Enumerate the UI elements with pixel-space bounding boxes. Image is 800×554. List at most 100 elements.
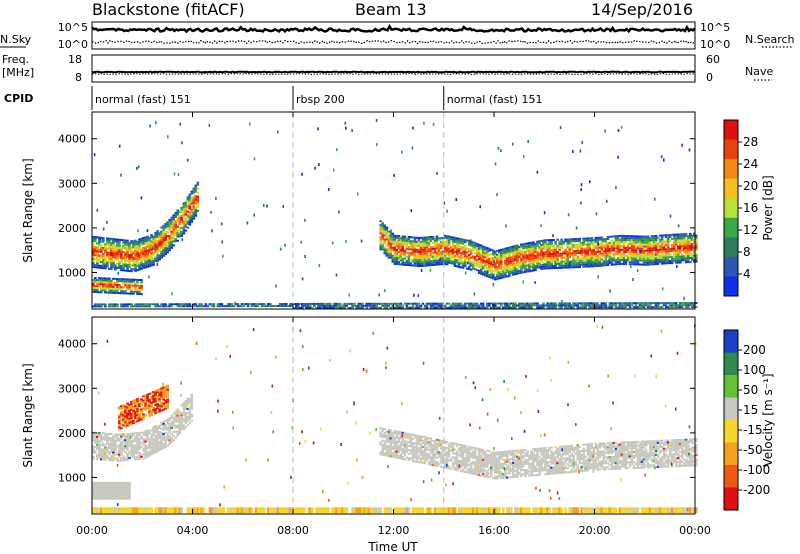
heatmap-cell bbox=[126, 247, 129, 250]
heatmap-cell bbox=[532, 302, 535, 305]
heatmap-cell bbox=[526, 270, 529, 273]
heatmap-cell bbox=[664, 256, 668, 259]
heatmap-cell bbox=[136, 414, 139, 417]
heatmap-cell bbox=[136, 288, 139, 291]
heatmap-cell bbox=[132, 415, 135, 418]
heatmap-cell bbox=[106, 283, 109, 286]
heatmap-cell bbox=[156, 230, 159, 233]
heatmap-cell bbox=[479, 252, 483, 255]
heatmap-cell bbox=[564, 258, 567, 261]
heatmap-cell bbox=[140, 255, 143, 258]
heatmap-cell bbox=[650, 237, 654, 240]
heatmap-cell bbox=[407, 459, 411, 462]
heatmap-cell bbox=[170, 246, 173, 249]
heatmap-cell bbox=[562, 240, 565, 243]
heatmap-cell bbox=[96, 433, 99, 436]
heatmap-cell bbox=[186, 417, 190, 420]
heatmap-cell bbox=[150, 409, 153, 412]
heatmap-cell bbox=[592, 249, 596, 252]
heatmap-cell bbox=[365, 306, 368, 309]
heatmap-cell bbox=[393, 236, 397, 239]
heatmap-cell bbox=[178, 221, 181, 224]
heatmap-cell bbox=[443, 260, 447, 263]
heatmap-cell bbox=[381, 226, 384, 229]
heatmap-cell bbox=[156, 411, 159, 414]
heatmap-cell bbox=[314, 166, 316, 170]
heatmap-cell bbox=[128, 417, 131, 420]
heatmap-cell bbox=[401, 261, 405, 264]
heatmap-cell bbox=[552, 306, 555, 309]
heatmap-cell bbox=[130, 288, 133, 291]
heatmap-cell bbox=[586, 251, 590, 254]
heatmap-cell bbox=[176, 418, 179, 421]
heatmap-cell bbox=[433, 304, 437, 307]
heatmap-cell bbox=[578, 239, 581, 242]
heatmap-cell bbox=[423, 304, 427, 307]
heatmap-cell bbox=[146, 399, 149, 402]
heatmap-cell bbox=[554, 246, 557, 249]
heatmap-cell bbox=[560, 244, 563, 247]
heatmap-cell bbox=[634, 302, 638, 305]
heatmap-cell bbox=[164, 305, 167, 308]
heatmap-cell bbox=[530, 269, 533, 272]
heatmap-cell bbox=[413, 236, 417, 239]
heatmap-cell bbox=[222, 507, 226, 514]
heatmap-cell bbox=[327, 507, 330, 514]
heatmap-cell bbox=[146, 259, 149, 262]
heatmap-cell bbox=[441, 241, 445, 243]
heatmap-cell bbox=[336, 148, 338, 152]
heatmap-cell bbox=[640, 247, 644, 250]
heatmap-cell bbox=[152, 448, 155, 451]
heatmap-cell bbox=[120, 251, 123, 254]
heatmap-cell bbox=[536, 170, 539, 174]
heatmap-cell bbox=[540, 268, 543, 270]
heatmap-cell bbox=[180, 226, 183, 229]
heatmap-cell bbox=[570, 238, 573, 241]
heatmap-cell bbox=[376, 143, 378, 147]
heatmap-cell bbox=[120, 419, 123, 422]
heatmap-cell bbox=[144, 507, 147, 514]
heatmap-cell bbox=[484, 260, 487, 263]
heatmap-cell bbox=[158, 433, 161, 435]
heatmap-cell bbox=[435, 257, 439, 260]
heatmap-cell bbox=[421, 452, 425, 454]
heatmap-cell bbox=[140, 418, 143, 421]
heatmap-cell bbox=[419, 255, 423, 257]
heatmap-cell bbox=[425, 248, 429, 251]
heatmap-cell bbox=[395, 306, 399, 309]
heatmap-cell bbox=[473, 242, 477, 245]
heatmap-cell bbox=[606, 260, 610, 262]
heatmap-cell bbox=[467, 268, 471, 270]
heatmap-cell bbox=[102, 253, 105, 256]
heatmap-cell bbox=[554, 248, 557, 251]
heatmap-cell bbox=[174, 507, 177, 514]
heatmap-cell bbox=[371, 306, 374, 309]
heatmap-cell bbox=[156, 436, 159, 439]
heatmap-cell bbox=[538, 240, 541, 243]
freq-tick-top: 18 bbox=[68, 53, 82, 66]
heatmap-cell bbox=[628, 255, 632, 258]
heatmap-cell bbox=[490, 248, 493, 251]
heatmap-cell bbox=[484, 270, 487, 273]
heatmap-cell bbox=[548, 249, 551, 252]
heatmap-cell bbox=[128, 247, 131, 250]
heatmap-cell bbox=[178, 211, 181, 214]
heatmap-cell bbox=[150, 246, 153, 249]
heatmap-cell bbox=[457, 241, 461, 244]
heatmap-cell bbox=[608, 259, 610, 262]
heatmap-cell bbox=[117, 271, 120, 275]
heatmap-cell bbox=[108, 283, 111, 286]
heatmap-cell bbox=[439, 261, 443, 264]
heatmap-cell bbox=[325, 304, 328, 307]
heatmap-cell bbox=[166, 394, 169, 397]
heatmap-cell bbox=[218, 507, 222, 514]
heatmap-cell bbox=[608, 253, 612, 256]
heatmap-cell bbox=[429, 268, 432, 272]
heatmap-cell bbox=[596, 248, 600, 251]
heatmap-cell bbox=[94, 236, 97, 239]
heatmap-cell bbox=[496, 265, 499, 268]
heatmap-cell bbox=[104, 289, 107, 292]
heatmap-cell bbox=[409, 248, 413, 251]
heatmap-cell bbox=[148, 402, 151, 405]
heatmap-cell bbox=[339, 304, 342, 307]
